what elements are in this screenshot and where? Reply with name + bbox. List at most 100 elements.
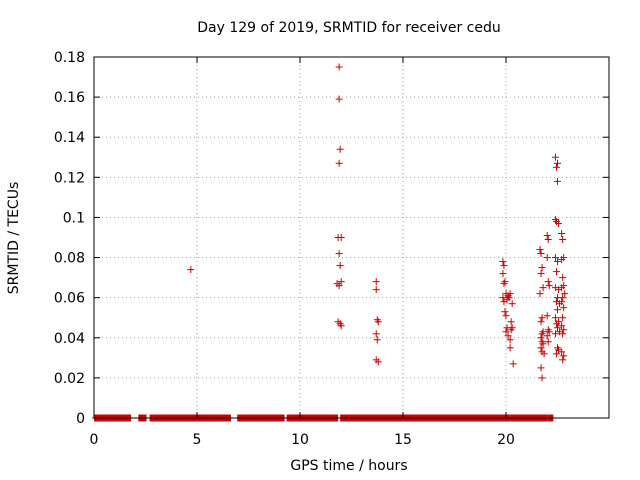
y-tick-label: 0.12	[54, 170, 85, 186]
y-tick-label: 0.14	[54, 130, 85, 146]
data-point	[536, 290, 544, 298]
data-point	[187, 266, 195, 274]
data-point	[539, 284, 547, 292]
y-tick-label: 0.18	[54, 50, 85, 66]
data-point	[506, 336, 514, 344]
data-point	[559, 330, 567, 338]
data-point	[559, 274, 567, 282]
data-point	[545, 282, 553, 290]
data-point	[543, 231, 551, 239]
data-point	[501, 308, 509, 316]
data-point	[559, 294, 567, 302]
x-axis-label: GPS time / hours	[290, 458, 407, 474]
data-points	[187, 63, 569, 382]
data-point	[558, 284, 566, 292]
data-point	[537, 250, 545, 258]
data-point	[506, 290, 514, 298]
data-point	[560, 326, 568, 334]
chart-title: Day 129 of 2019, SRMTID for receiver ced…	[197, 20, 500, 36]
data-point	[335, 63, 343, 71]
data-point	[554, 258, 561, 266]
data-point	[536, 246, 544, 254]
data-point	[502, 312, 510, 320]
data-point	[336, 262, 344, 270]
y-tick-label: 0.16	[54, 90, 85, 106]
data-point	[336, 145, 344, 153]
x-axis-ticks: 0 5 10 15 20	[90, 57, 515, 448]
data-point	[537, 334, 545, 342]
data-point	[538, 330, 546, 338]
data-point	[509, 360, 517, 368]
data-point	[545, 328, 553, 336]
data-point	[554, 306, 561, 314]
data-point	[507, 318, 515, 326]
y-tick-label: 0.06	[54, 291, 85, 307]
y-tick-label: 0.04	[54, 331, 85, 347]
data-point	[507, 326, 515, 334]
data-point	[372, 330, 380, 338]
data-point	[558, 348, 566, 356]
x-tick-label: 20	[497, 432, 515, 448]
data-point	[558, 298, 566, 306]
data-point	[538, 374, 546, 382]
data-point	[561, 290, 569, 298]
data-point	[552, 320, 560, 328]
data-point	[335, 95, 343, 103]
data-point	[500, 280, 508, 288]
data-point	[499, 270, 507, 278]
data-point	[560, 304, 568, 312]
y-axis-label: SRMTID / TECUs	[6, 182, 22, 295]
data-point	[551, 153, 559, 161]
data-point	[538, 314, 546, 322]
data-point	[555, 219, 563, 227]
data-point	[500, 262, 508, 270]
y-tick-label: 0.02	[54, 371, 85, 387]
data-point	[337, 322, 345, 330]
data-point	[558, 322, 566, 330]
data-point	[539, 340, 547, 348]
data-point	[537, 344, 545, 352]
data-point	[537, 364, 545, 372]
plot-frame	[93, 56, 610, 419]
data-point	[508, 300, 516, 308]
data-point	[538, 264, 546, 272]
data-point	[499, 294, 507, 302]
data-point	[335, 250, 343, 258]
data-point	[551, 314, 559, 322]
y-tick-label: 0.1	[63, 210, 85, 226]
data-point	[558, 229, 566, 237]
data-point	[543, 312, 551, 320]
data-point	[504, 332, 512, 340]
data-point	[544, 236, 552, 244]
data-point	[543, 332, 551, 340]
data-point	[374, 358, 382, 366]
data-point	[540, 350, 548, 358]
data-point	[552, 163, 560, 171]
data-point	[334, 234, 342, 241]
data-point	[373, 336, 381, 344]
data-point	[335, 159, 343, 167]
data-point	[552, 268, 560, 276]
x-tick-label: 5	[193, 432, 202, 448]
y-tick-label: 0.08	[54, 251, 85, 267]
data-point	[506, 344, 514, 352]
y-axis-ticks: 0 0.02 0.04 0.06 0.08 0.1 0.12 0.14 0.16 0.18	[54, 50, 609, 427]
data-point	[560, 352, 568, 360]
grid-lines	[94, 57, 609, 418]
x-tick-label: 15	[394, 432, 412, 448]
data-point	[544, 338, 552, 346]
data-point	[337, 278, 345, 286]
data-point	[505, 294, 513, 302]
data-point	[335, 282, 343, 290]
x-tick-label: 10	[291, 432, 309, 448]
data-point	[554, 324, 561, 332]
data-point	[372, 278, 380, 286]
data-point	[500, 298, 508, 306]
data-point	[558, 256, 566, 264]
data-point	[374, 318, 382, 326]
data-point	[544, 278, 552, 286]
data-point	[543, 254, 551, 262]
data-point	[551, 330, 559, 338]
data-point	[559, 236, 567, 244]
